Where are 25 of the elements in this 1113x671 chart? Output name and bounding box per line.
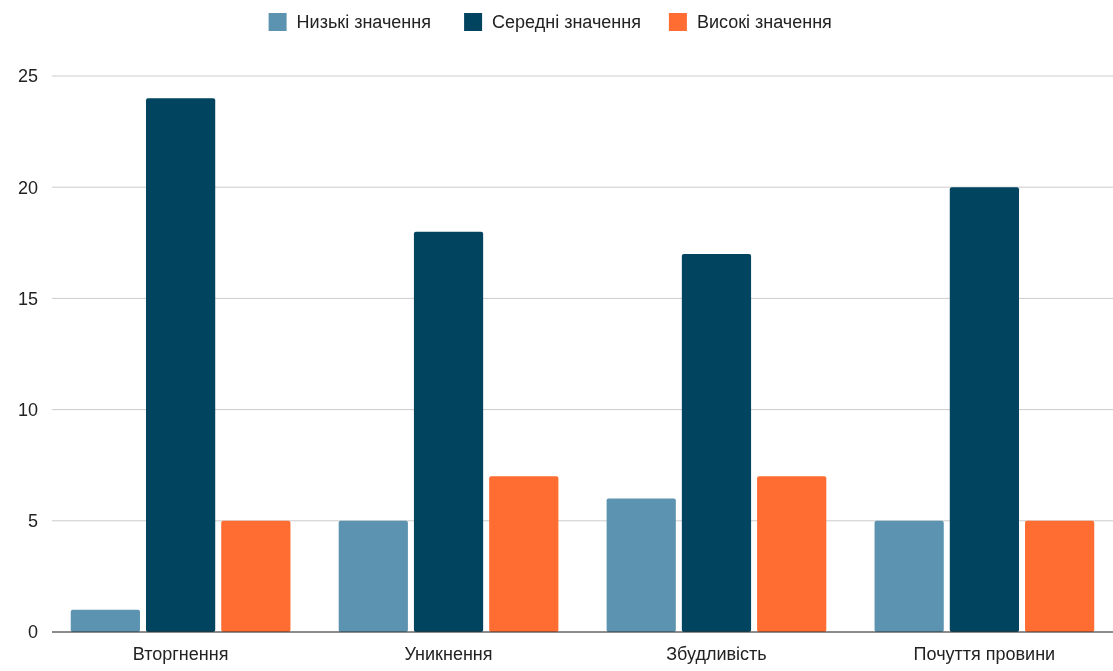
bar	[1025, 520, 1095, 632]
bar	[874, 520, 944, 632]
x-tick-label: Почуття провини	[913, 644, 1056, 664]
bar	[681, 253, 752, 632]
y-tick-label: 20	[17, 177, 38, 198]
y-tick-label: 10	[17, 399, 38, 420]
y-tick-label: 25	[17, 66, 38, 87]
bar	[489, 476, 559, 632]
bar	[70, 609, 140, 632]
bar	[949, 187, 1019, 632]
x-tick-label: Збудливість	[666, 644, 767, 664]
bar	[413, 231, 484, 632]
x-tick-label: Вторгнення	[132, 644, 229, 664]
legend-label: Середні значення	[492, 12, 642, 33]
bar	[606, 498, 676, 632]
bar	[221, 520, 291, 632]
bar	[146, 98, 216, 632]
y-tick-label: 5	[27, 511, 38, 532]
legend-label: Високі значення	[696, 12, 832, 33]
bar	[338, 520, 408, 632]
y-tick-label: 15	[17, 288, 38, 309]
bar	[757, 476, 827, 632]
y-tick-label: 0	[27, 622, 38, 643]
x-tick-label: Уникнення	[404, 644, 493, 664]
legend-label: Низькі значення	[296, 12, 431, 33]
